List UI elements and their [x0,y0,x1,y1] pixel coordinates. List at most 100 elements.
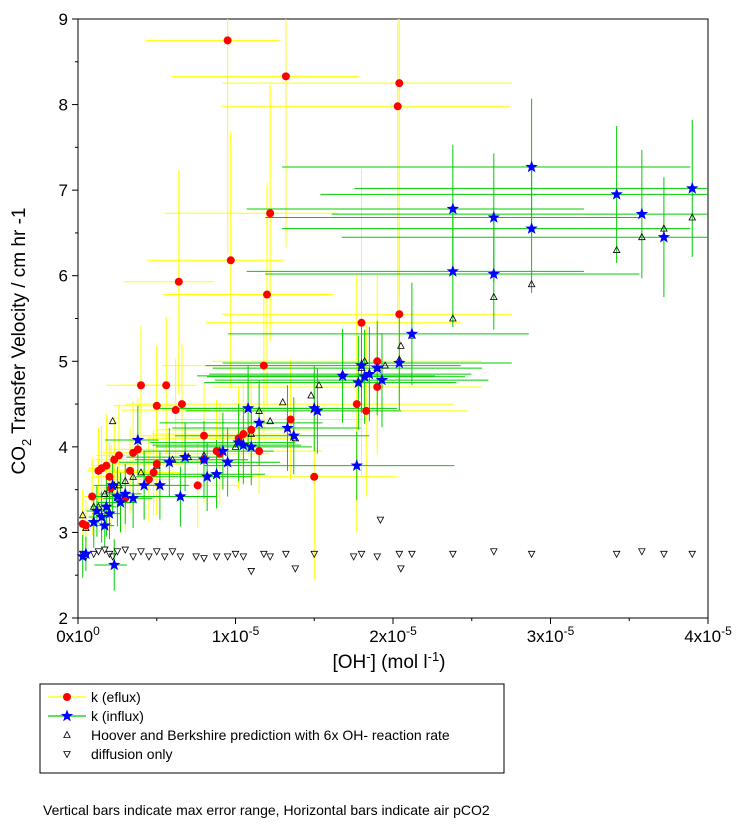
prediction-point [448,314,457,322]
legend-marker [60,709,74,722]
eflux-point [105,472,114,481]
legend: k (eflux) k (influx) Hoover and Berkshire … [39,683,505,774]
legend-label: diffusion only [91,746,172,762]
diffusion-point [259,550,268,559]
influx-point [252,416,266,429]
eflux-point [144,475,153,484]
footnote: Vertical bars indicate max error range, … [43,802,490,818]
influx-point [131,433,145,446]
x-tick-label: 0x100 [56,624,100,646]
prediction-point [121,476,130,484]
diffusion-point [612,550,621,559]
eflux-point [266,209,275,218]
diffusion-point [100,546,109,554]
y-axis-label: CO2 Transfer Velocity / cm hr -1 [9,208,34,475]
influx-point [363,367,376,380]
diffusion-point [89,550,98,559]
eflux-point [393,102,402,111]
diffusion-point [176,553,185,561]
y-tick-label: 6 [59,267,68,286]
errorbars-influx [80,98,708,591]
diffusion-point [688,550,697,559]
influx-point [178,450,192,463]
influx-point [119,487,132,500]
eflux-point [114,451,123,460]
diffusion-point [192,553,200,561]
influx-point [487,211,500,223]
diffusion-point [247,568,256,576]
influx-point [610,187,623,200]
eflux-point [281,72,290,81]
eflux-point [310,472,319,481]
eflux-point [263,290,271,299]
x-tick-label: 3x10-5 [527,624,575,646]
y-tick-label: 2 [59,609,68,628]
prediction-point [266,416,275,425]
influx-point [446,202,460,215]
influx-point [525,222,538,234]
diffusion-point [113,548,122,556]
eflux-point [171,406,180,415]
diffusion-point [395,550,404,559]
eflux-point [226,256,235,265]
prediction-point [115,481,123,489]
y-tick-label: 5 [59,352,68,371]
influx-point [281,421,294,434]
prediction-point [247,429,256,437]
diffusion-point [200,555,208,563]
influx-point [446,264,460,277]
influx-point [197,453,211,465]
plot-frame [77,18,709,619]
eflux-point [125,466,134,475]
diffusion-point [448,550,457,559]
eflux-point [193,481,202,490]
diffusion-point [108,553,117,561]
influx-point [245,440,258,453]
eflux-point [177,400,186,409]
influx-point [103,507,116,519]
eflux-point [174,277,183,286]
legend-box [39,683,505,774]
eflux-point [259,361,268,370]
influx-point [487,267,500,280]
influx-point [95,510,108,523]
influx-point [98,519,111,531]
prediction-point [688,213,697,221]
eflux-point [239,430,248,439]
prediction-point [129,472,137,480]
eflux-point [255,447,264,456]
diffusion-point [231,550,240,559]
influx-point [76,549,89,562]
diffusion-point [266,553,275,561]
eflux-point [352,400,361,409]
y-tick-label: 4 [59,438,68,457]
eflux-point [149,468,158,477]
eflux-point [102,461,111,470]
eflux-point [373,357,382,366]
influx-point [358,370,371,382]
plot-area [76,18,709,619]
influx-point [87,515,100,528]
diffusion-point [137,548,145,556]
influx-point [311,404,324,417]
influx-point [232,436,245,448]
legend-label: k (influx) [91,708,144,724]
diffusion-point [168,548,177,556]
prediction-point [397,341,405,349]
influx-point [100,500,113,513]
prediction-point [231,442,240,450]
prediction-point [137,468,145,476]
influx-point [174,489,187,502]
prediction-point [108,416,117,425]
eflux-point [395,79,404,88]
influx-point [405,327,419,340]
diffusion-point [376,516,385,524]
influx-point [108,558,121,571]
influx-point [525,160,538,173]
x-axis-label: [OH-] (mol l-1) [332,649,445,673]
diffusion-point [212,553,221,561]
y-axis-ticks: 2 3 4 5 6 7 8 9 [59,10,78,628]
eflux-point [137,381,145,390]
prediction-point [527,279,536,288]
influx-point [137,478,151,491]
